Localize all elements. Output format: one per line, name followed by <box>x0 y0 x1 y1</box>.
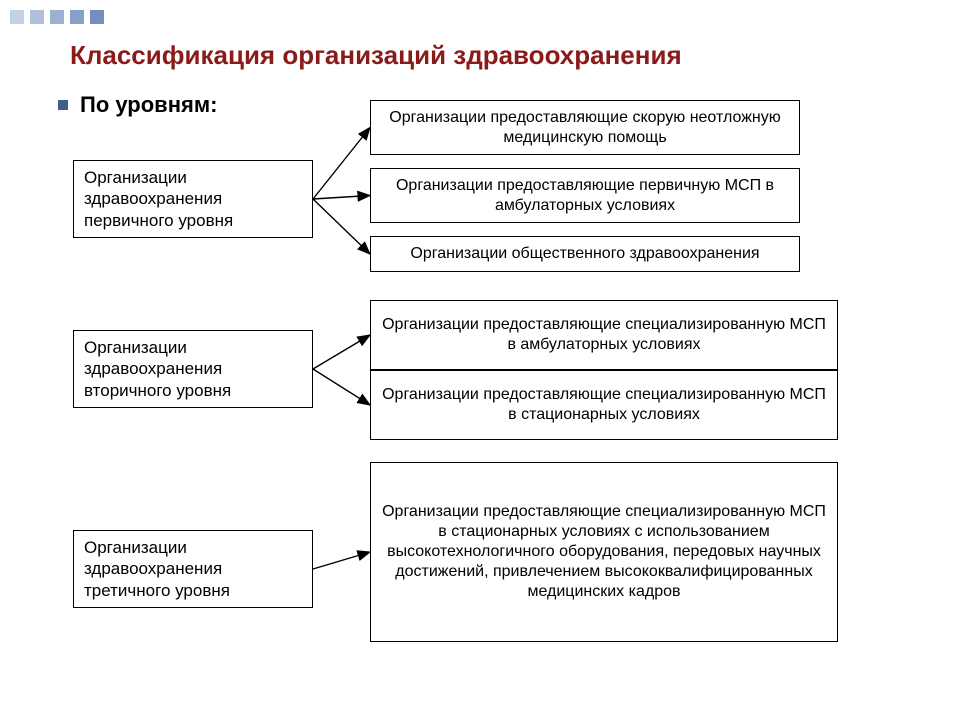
deco-sq <box>70 10 84 24</box>
corner-decoration <box>10 10 104 24</box>
deco-sq <box>50 10 64 24</box>
slide-subtitle: По уровням: <box>80 92 217 118</box>
arrow <box>313 369 370 405</box>
arrow <box>313 199 370 254</box>
deco-sq <box>90 10 104 24</box>
right-box: Организации общественного здравоохранени… <box>370 236 800 272</box>
arrow <box>313 128 370 200</box>
arrow <box>313 335 370 369</box>
right-box: Организации предоставляющие специализиро… <box>370 300 838 370</box>
deco-sq <box>10 10 24 24</box>
arrow <box>313 196 370 200</box>
deco-sq <box>30 10 44 24</box>
arrow <box>313 552 370 569</box>
right-box: Организации предоставляющие специализиро… <box>370 370 838 440</box>
left-box: Организации здравоохранения первичного у… <box>73 160 313 238</box>
bullet-icon <box>58 100 68 110</box>
right-box: Организации предоставляющие специализиро… <box>370 462 838 642</box>
slide-title: Классификация организаций здравоохранени… <box>70 40 682 71</box>
right-box: Организации предоставляющие первичную МС… <box>370 168 800 223</box>
left-box: Организации здравоохранения третичного у… <box>73 530 313 608</box>
left-box: Организации здравоохранения вторичного у… <box>73 330 313 408</box>
right-box: Организации предоставляющие скорую неотл… <box>370 100 800 155</box>
